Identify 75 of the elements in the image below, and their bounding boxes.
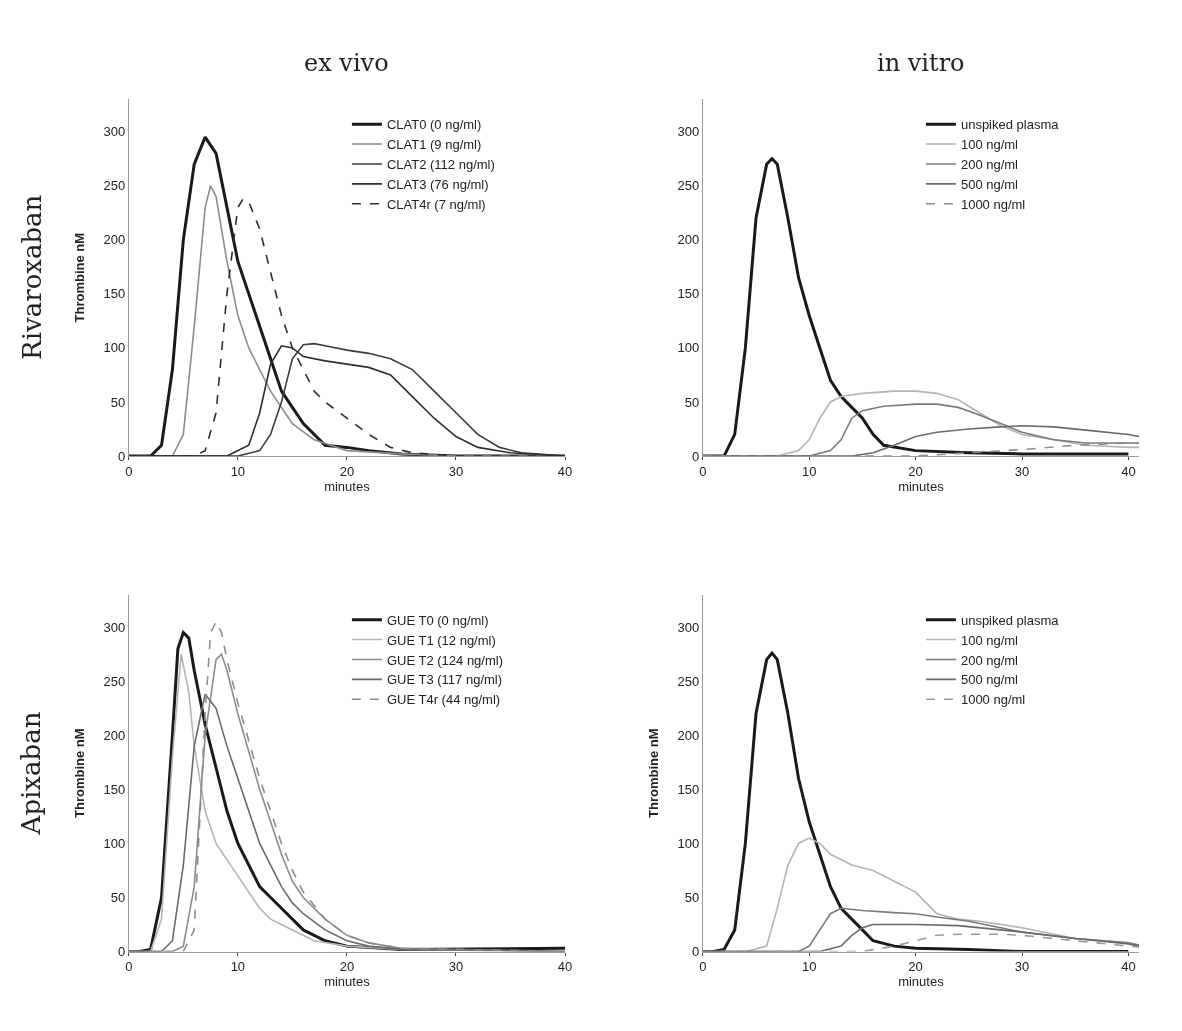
y-tick-label: 150 (103, 781, 126, 797)
x-tick-label: 40 (1121, 959, 1136, 975)
x-tick-label: 10 (801, 959, 817, 975)
x-tick-label: 20 (908, 463, 923, 479)
y-tick-label: 0 (117, 944, 126, 960)
legend-label: 100 ng/ml (960, 632, 1019, 648)
legend-label: unspiked plasma (960, 117, 1060, 133)
x-axis-title: minutes (324, 478, 371, 494)
legend-label: 200 ng/ml (960, 652, 1019, 668)
legend-label: CLAT3 (76 ng/ml) (386, 176, 489, 192)
text: Apixaban (16, 711, 47, 836)
y-tick-label: 200 (103, 727, 126, 743)
legend-label: 1000 ng/ml (960, 692, 1026, 708)
legend-label: GUE T1 (12 ng/ml) (386, 632, 496, 648)
y-tick-label: 150 (103, 286, 126, 302)
legend-label: GUE T2 (124 ng/ml) (386, 652, 504, 668)
y-tick-label: 200 (677, 727, 700, 743)
legend-label: GUE T3 (117 ng/ml) (386, 672, 503, 688)
x-axis-title: minutes (898, 478, 945, 494)
chart-title: ex vivo (304, 49, 389, 77)
y-tick-label: 0 (117, 448, 126, 464)
y-axis-title: Thrombine nM (72, 232, 88, 323)
legend-label: GUE T4r (44 ng/ml) (386, 692, 501, 708)
legend-label: 200 ng/ml (960, 157, 1019, 173)
y-tick-label: 250 (677, 673, 700, 689)
x-tick-label: 40 (557, 463, 573, 479)
y-tick-label: 200 (677, 232, 700, 248)
x-tick-label: 30 (448, 959, 464, 975)
y-tick-label: 0 (691, 448, 700, 464)
y-tick-label: 150 (677, 286, 700, 302)
x-axis-title: minutes (324, 974, 371, 990)
y-tick-label: 250 (677, 178, 700, 194)
legend-label: 500 ng/ml (960, 176, 1019, 192)
y-tick-label: 200 (103, 232, 126, 248)
x-tick-label: 10 (230, 463, 246, 479)
y-tick-label: 0 (691, 944, 700, 960)
y-tick-label: 100 (103, 340, 126, 356)
y-tick-label: 250 (103, 178, 126, 194)
y-tick-label: 100 (677, 340, 700, 356)
y-axis-title: Thrombine nM (72, 728, 88, 818)
y-axis-title: Thrombine nM (646, 728, 662, 818)
legend-label: CLAT1 (9 ng/ml) (386, 137, 482, 153)
y-tick-label: 300 (103, 124, 126, 140)
legend-label: unspiked plasma (960, 612, 1060, 628)
x-tick-label: 10 (230, 959, 246, 975)
legend-label: CLAT4r (7 ng/ml) (386, 196, 486, 212)
x-tick-label: 40 (1121, 463, 1136, 479)
y-tick-label: 50 (110, 394, 126, 410)
y-tick-label: 100 (103, 835, 126, 851)
x-tick-label: 20 (908, 959, 923, 975)
x-tick-label: 30 (1014, 959, 1030, 975)
x-axis-title: minutes (898, 974, 945, 990)
y-tick-label: 300 (103, 619, 126, 635)
legend-label: GUE T0 (0 ng/ml) (386, 612, 489, 628)
text: Rivaroxaban (16, 194, 47, 360)
legend-label: CLAT2 (112 ng/ml) (386, 157, 495, 173)
x-tick-label: 40 (557, 959, 573, 975)
y-tick-label: 250 (103, 673, 126, 689)
legend-label: CLAT0 (0 ng/ml) (386, 117, 482, 133)
y-tick-label: 300 (677, 619, 700, 635)
y-tick-label: 100 (677, 835, 700, 851)
legend-label: 500 ng/ml (960, 672, 1019, 688)
y-tick-label: 50 (110, 890, 126, 906)
y-tick-label: 50 (684, 394, 700, 410)
x-tick-label: 30 (448, 463, 464, 479)
y-tick-label: 150 (677, 781, 700, 797)
y-tick-label: 50 (684, 890, 700, 906)
x-tick-label: 30 (1014, 463, 1030, 479)
chart-title: in vitro (877, 49, 965, 77)
x-tick-label: 10 (801, 463, 817, 479)
x-tick-label: 20 (339, 959, 355, 975)
legend-label: 100 ng/ml (960, 137, 1019, 153)
legend-label: 1000 ng/ml (960, 196, 1026, 212)
x-tick-label: 20 (339, 463, 355, 479)
y-tick-label: 300 (677, 124, 700, 140)
